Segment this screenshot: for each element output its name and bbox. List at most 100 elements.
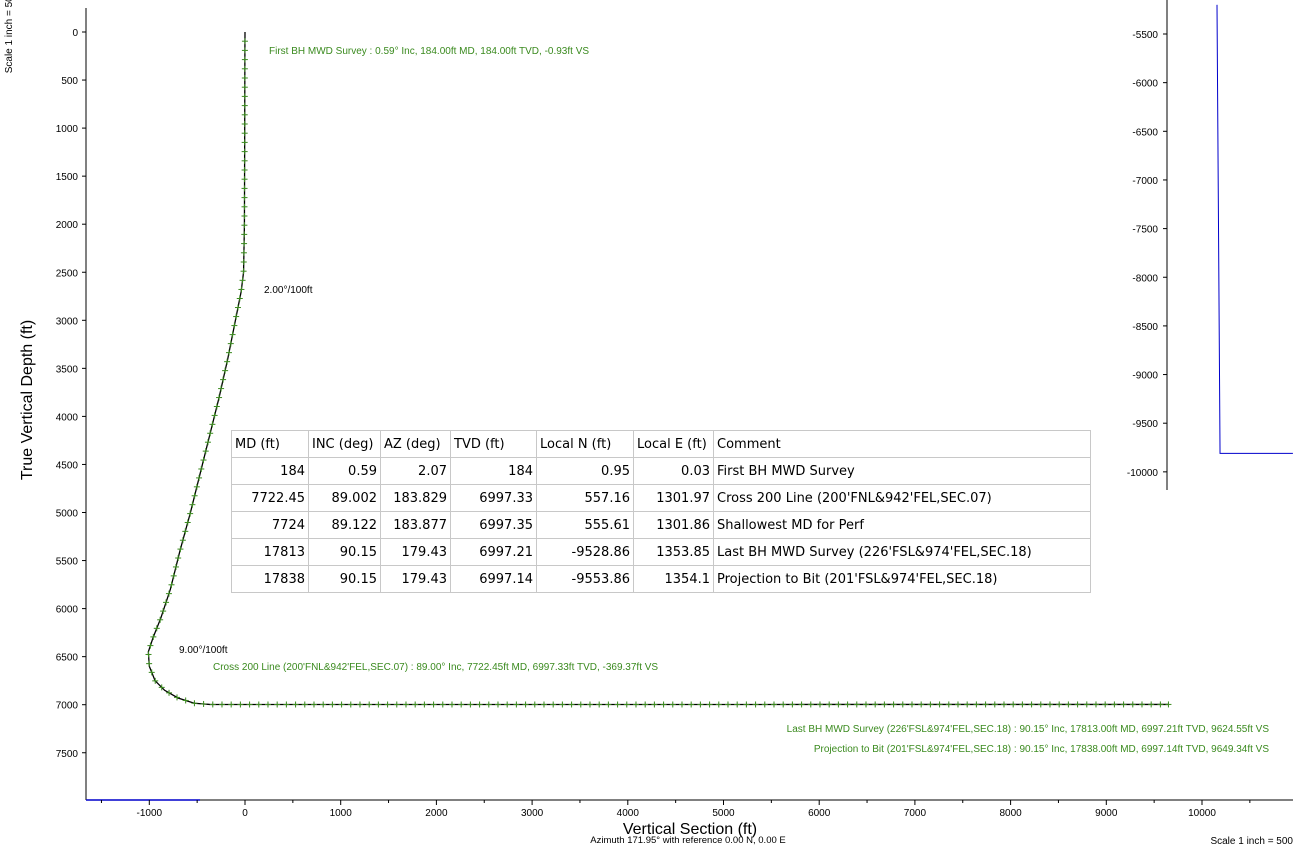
inset-y-tick-label: -7000 [1132,176,1158,187]
x-tick-label: 3000 [521,808,544,819]
table-header-row: MD (ft) INC (deg) AZ (deg) TVD (ft) Loca… [231,430,1091,458]
cell-tvd: 6997.14 [450,565,537,593]
cell-inc: 0.59 [308,457,381,485]
cell-az: 179.43 [380,565,451,593]
cell-comment: Projection to Bit (201'FSL&974'FEL,SEC.1… [713,565,1091,593]
x-tick-label: 4000 [617,808,640,819]
cell-inc: 89.002 [308,484,381,512]
cell-local-e: 1301.97 [633,484,714,512]
inset-y-tick-label: -8500 [1132,322,1158,333]
x-tick-label: 7000 [904,808,927,819]
x-tick-label: 0 [242,808,248,819]
cell-comment: Shallowest MD for Perf [713,511,1091,539]
survey-table: MD (ft) INC (deg) AZ (deg) TVD (ft) Loca… [231,430,1091,593]
inset-y-tick-label: -8000 [1132,273,1158,284]
col-header-az: AZ (deg) [380,430,451,458]
cell-md: 7722.45 [231,484,309,512]
cell-local-n: -9553.86 [536,565,634,593]
cell-local-e: 1354.1 [633,565,714,593]
scale-label-left: Scale 1 inch = 500 [4,0,15,73]
inset-y-tick-label: -7500 [1132,225,1158,236]
col-header-md: MD (ft) [231,430,309,458]
y-tick-label: 1500 [56,172,79,183]
cell-az: 183.829 [380,484,451,512]
y-tick-label: 7000 [56,701,79,712]
y-tick-label: 2500 [56,268,79,279]
x-tick-label: -1000 [137,808,163,819]
y-tick-label: 3500 [56,364,79,375]
annotation-last-survey: Last BH MWD Survey (226'FSL&974'FEL,SEC.… [787,724,1270,735]
cell-az: 179.43 [380,538,451,566]
cell-local-e: 0.03 [633,457,714,485]
y-ticks: 0 500 1000 1500 2000 2500 3000 3500 4000 4500 5000… [56,28,86,760]
inset-y-tick-label: -9500 [1132,419,1158,430]
table-row: 7724 89.122 183.877 6997.35 555.61 1301.… [231,511,1091,539]
y-tick-label: 2000 [56,220,79,231]
x-axis-subtitle: Azimuth 171.95° with reference 0.00 N, 0… [590,835,786,846]
cell-local-n: -9528.86 [536,538,634,566]
annotation-cross-200-line: Cross 200 Line (200'FNL&942'FEL,SEC.07) … [213,662,658,673]
cell-inc: 90.15 [308,538,381,566]
inset-y-tick-label: -6000 [1132,79,1158,90]
cell-md: 17838 [231,565,309,593]
x-tick-label: 1000 [330,808,353,819]
table-row: 184 0.59 2.07 184 0.95 0.03 First BH MWD… [231,457,1091,485]
y-axis-title: True Vertical Depth (ft) [19,320,36,480]
cell-inc: 90.15 [308,565,381,593]
annotation-first-survey: First BH MWD Survey : 0.59° Inc, 184.00f… [269,46,589,57]
y-tick-label: 0 [72,28,78,39]
survey-markers [145,38,1172,708]
x-tick-label: 8000 [999,808,1022,819]
x-tick-label: 6000 [808,808,831,819]
inset-y-tick-label: -9000 [1132,371,1158,382]
col-header-comment: Comment [713,430,1091,458]
col-header-inc: INC (deg) [308,430,381,458]
y-tick-label: 7500 [56,749,79,760]
well-path-line [147,31,1169,706]
cell-inc: 89.122 [308,511,381,539]
inset-y-tick-label: -5500 [1132,30,1158,41]
inset-background [1167,0,1293,490]
x-tick-label: 5000 [712,808,735,819]
inset-y-ticks: -5500 -6000 -6500 -7000 -7500 -8000 -8500 -9000… [1127,30,1167,479]
y-tick-label: 5000 [56,509,79,520]
cell-local-n: 0.95 [536,457,634,485]
x-tick-label: 9000 [1095,808,1118,819]
x-tick-label: 2000 [425,808,448,819]
y-tick-label: 1000 [56,124,79,135]
cell-tvd: 6997.33 [450,484,537,512]
y-tick-label: 4000 [56,412,79,423]
x-axis-title: Vertical Section (ft) [623,821,757,838]
y-tick-label: 500 [61,76,78,87]
x-tick-label: 10000 [1188,808,1216,819]
cell-az: 183.877 [380,511,451,539]
cell-az: 2.07 [380,457,451,485]
y-tick-label: 6500 [56,653,79,664]
y-tick-label: 3000 [56,316,79,327]
cell-comment: Cross 200 Line (200'FNL&942'FEL,SEC.07) [713,484,1091,512]
cell-local-n: 555.61 [536,511,634,539]
annotation-build-rate-9: 9.00°/100ft [179,645,228,656]
col-header-tvd: TVD (ft) [450,430,537,458]
cell-local-e: 1301.86 [633,511,714,539]
col-header-local-n: Local N (ft) [536,430,634,458]
y-tick-label: 4500 [56,460,79,471]
cell-md: 7724 [231,511,309,539]
table-row: 7722.45 89.002 183.829 6997.33 557.16 13… [231,484,1091,512]
table-row: 17838 90.15 179.43 6997.14 -9553.86 1354… [231,565,1091,593]
cell-comment: First BH MWD Survey [713,457,1091,485]
cell-md: 17813 [231,538,309,566]
table-row: 17813 90.15 179.43 6997.21 -9528.86 1353… [231,538,1091,566]
cell-comment: Last BH MWD Survey (226'FSL&974'FEL,SEC.… [713,538,1091,566]
annotation-build-rate-2: 2.00°/100ft [264,285,313,296]
cell-tvd: 6997.35 [450,511,537,539]
scale-label-bottom: Scale 1 inch = 500 [1210,836,1293,846]
cell-md: 184 [231,457,309,485]
annotation-projection-to-bit: Projection to Bit (201'FSL&974'FEL,SEC.1… [814,744,1269,755]
inset-well-path [1216,4,1293,454]
x-ticks: -1000 0 1000 2000 3000 4000 5000 6000 7000 8000 90… [100,800,1251,819]
cell-tvd: 6997.21 [450,538,537,566]
cell-local-e: 1353.85 [633,538,714,566]
inset-y-tick-label: -10000 [1127,468,1159,479]
